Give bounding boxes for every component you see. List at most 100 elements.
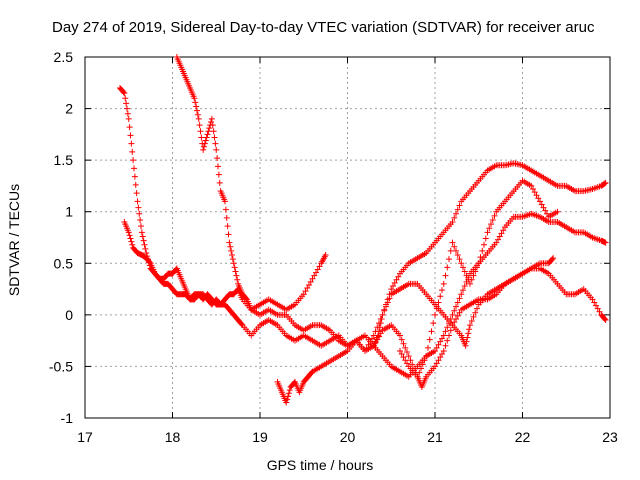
- data-point: [285, 393, 291, 400]
- data-point: [460, 264, 466, 271]
- grid: [85, 57, 610, 418]
- data-point: [393, 276, 400, 283]
- series-s4: [274, 210, 609, 406]
- data-point: [222, 206, 229, 213]
- data-point: [216, 179, 223, 186]
- data-point: [395, 273, 402, 280]
- data-point: [203, 134, 210, 141]
- data-point: [322, 252, 329, 259]
- data-point: [428, 328, 435, 335]
- data-point: [206, 125, 213, 132]
- data-point: [594, 305, 601, 312]
- data-point: [211, 134, 218, 141]
- data-point: [208, 115, 215, 122]
- data-point: [602, 179, 609, 186]
- data-point: [215, 163, 221, 170]
- data-point: [222, 198, 228, 205]
- data-point: [230, 260, 237, 267]
- data-point: [444, 337, 451, 344]
- data-point: [540, 204, 547, 211]
- data-point: [463, 338, 470, 345]
- data-point: [535, 195, 542, 202]
- data-point: [225, 231, 232, 238]
- data-point: [537, 198, 543, 205]
- data-point: [432, 347, 438, 354]
- data-point: [544, 210, 550, 217]
- data-point: [554, 208, 561, 215]
- data-point: [391, 279, 398, 286]
- data-point: [493, 239, 500, 246]
- data-point: [138, 229, 145, 236]
- data-point: [124, 105, 130, 112]
- data-point: [122, 95, 129, 102]
- y-tick-label: 2: [65, 101, 73, 117]
- data-point: [302, 288, 309, 295]
- x-tick-label: 21: [427, 429, 443, 445]
- data-point: [232, 268, 239, 275]
- data-point: [141, 241, 148, 248]
- data-point: [286, 387, 293, 394]
- data-point: [238, 321, 245, 328]
- data-point: [442, 272, 449, 279]
- data-point: [442, 328, 449, 335]
- data-point: [196, 122, 203, 129]
- data-point: [440, 347, 447, 354]
- data-point: [531, 189, 538, 196]
- data-point: [398, 336, 405, 343]
- data-point: [426, 336, 433, 343]
- data-point: [465, 330, 472, 337]
- data-point: [390, 282, 396, 289]
- y-tick-label: 1.5: [54, 152, 74, 168]
- y-tick-label: -1: [61, 410, 74, 426]
- data-point: [400, 340, 407, 347]
- data-point: [208, 118, 214, 125]
- data-point: [142, 245, 149, 252]
- data-point: [363, 344, 370, 351]
- data-point: [201, 140, 208, 147]
- data-point: [127, 235, 134, 242]
- data-point: [120, 89, 127, 96]
- chart-title: Day 274 of 2019, Sidereal Day-to-day VTE…: [52, 19, 595, 36]
- data-point: [432, 311, 438, 318]
- data-point: [136, 210, 143, 217]
- data-point: [421, 357, 428, 364]
- data-point: [300, 291, 307, 298]
- series-s3: [173, 54, 329, 313]
- y-tick-label: 0.5: [54, 255, 74, 271]
- data-point: [145, 259, 152, 266]
- data-point: [224, 223, 231, 230]
- data-point: [538, 201, 545, 208]
- x-axis-label: GPS time / hours: [266, 457, 374, 473]
- data-point: [192, 99, 199, 106]
- data-point: [533, 192, 540, 199]
- data-point: [132, 181, 139, 188]
- data-point: [451, 307, 458, 314]
- data-point: [127, 132, 134, 139]
- data-point: [128, 140, 135, 147]
- data-point: [135, 204, 142, 211]
- data-point: [433, 305, 440, 312]
- data-point: [495, 236, 501, 243]
- data-point: [454, 312, 461, 319]
- data-point: [489, 216, 496, 223]
- data-point: [447, 327, 454, 334]
- data-point: [500, 227, 507, 234]
- data-point: [453, 315, 459, 322]
- x-tick-label: 18: [165, 429, 181, 445]
- data-point: [285, 390, 292, 397]
- data-point: [378, 315, 385, 322]
- data-point: [433, 360, 440, 367]
- data-point: [194, 107, 200, 114]
- data-point: [229, 252, 235, 259]
- series-s6: [397, 177, 561, 380]
- data-point: [398, 351, 405, 358]
- data-point: [306, 281, 312, 288]
- data-point: [131, 173, 138, 180]
- data-point: [229, 256, 236, 263]
- data-point: [283, 399, 290, 406]
- data-point: [416, 369, 423, 376]
- data-point: [454, 252, 461, 259]
- data-point: [472, 268, 479, 275]
- data-point: [456, 295, 463, 302]
